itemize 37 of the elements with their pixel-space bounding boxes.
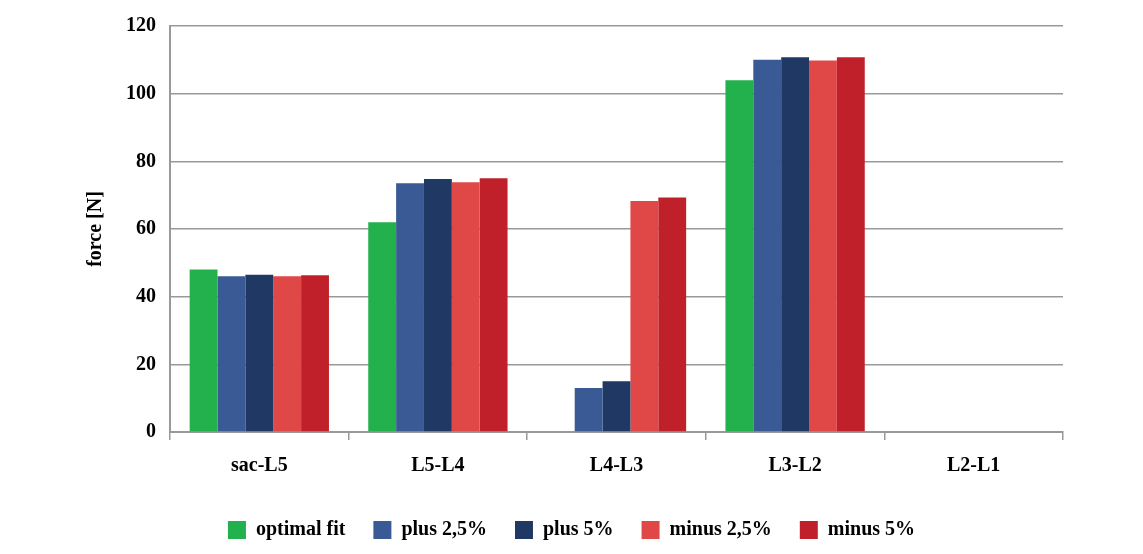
legend-label: plus 5% [542, 517, 614, 541]
bar [245, 274, 274, 432]
y-tick-label: 40 [136, 283, 156, 306]
legend-label: minus 5% [827, 517, 916, 540]
legend-label: minus 2,5% [669, 517, 772, 540]
bar [189, 269, 218, 432]
bar [574, 388, 603, 432]
legend-label: optimal fit [255, 517, 346, 541]
x-tick-label: L2-L1 [947, 453, 1001, 476]
y-tick-label: 0 [146, 419, 156, 442]
bar [217, 276, 246, 432]
bar [451, 182, 480, 432]
y-tick-label: 80 [136, 148, 156, 171]
bar [630, 200, 659, 432]
bar [273, 276, 302, 432]
bar [809, 60, 837, 432]
bar [781, 57, 810, 432]
x-tick-label: L4-L3 [589, 453, 644, 476]
legend-label: plus 2,5% [401, 517, 487, 541]
bar [368, 222, 397, 432]
bar [725, 80, 754, 432]
bar [301, 275, 329, 432]
bar [423, 178, 452, 432]
bar [753, 59, 782, 432]
bar [836, 57, 865, 432]
y-tick-label: 20 [136, 351, 156, 374]
bar [479, 178, 508, 432]
x-tick-label: L5-L4 [411, 453, 465, 476]
y-tick-label: 100 [126, 80, 156, 103]
y-axis-title: force [N] [83, 191, 106, 267]
y-tick-label: 60 [136, 216, 156, 239]
bar [658, 197, 687, 432]
bar [602, 381, 631, 432]
x-tick-label: L3-L2 [768, 453, 822, 476]
bar [396, 183, 424, 432]
x-tick-label: sac-L5 [230, 453, 288, 476]
y-tick-label: 120 [126, 13, 156, 36]
